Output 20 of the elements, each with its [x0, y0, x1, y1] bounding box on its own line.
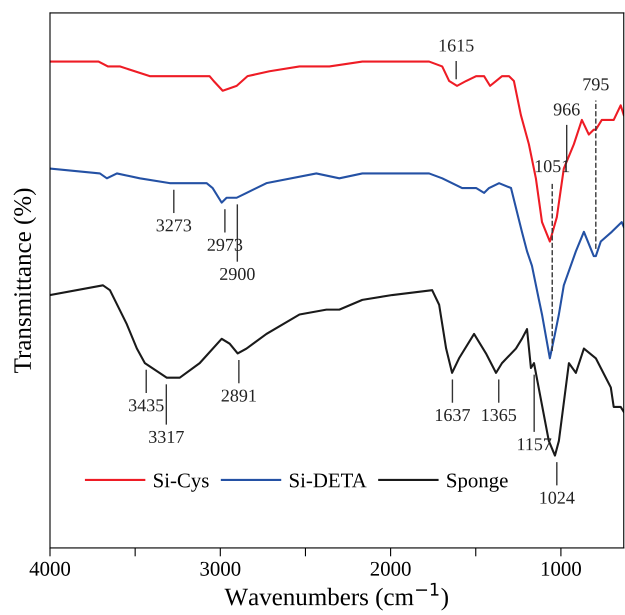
annotation: 3317: [149, 430, 184, 444]
x-axis-title: Wavenumbers (cm$^{−1}$): [224, 582, 448, 610]
legend-label: Si-Cys: [154, 473, 209, 492]
annotation: 3273: [156, 219, 192, 232]
x-tick-label: 1000: [542, 562, 581, 576]
annotation: 2891: [222, 390, 256, 402]
annotation: 1024: [540, 492, 575, 504]
x-tick-label: 2000: [370, 562, 411, 576]
annotation: 2900: [220, 268, 255, 280]
x-tick-label: 3000: [200, 562, 240, 576]
legend-label: Sponge: [447, 473, 508, 492]
annotation: 1637: [436, 409, 470, 422]
annotation: 3435: [129, 399, 164, 412]
x-tick-label: 4000: [30, 562, 70, 576]
legend-label: Si-DETA: [290, 473, 367, 488]
annotation: 966: [554, 103, 580, 116]
annotation: 1365: [482, 409, 516, 422]
y-axis-title: Transmittance (%): [13, 188, 36, 373]
annotation: 1615: [440, 39, 474, 52]
annotation: 795: [583, 78, 609, 90]
